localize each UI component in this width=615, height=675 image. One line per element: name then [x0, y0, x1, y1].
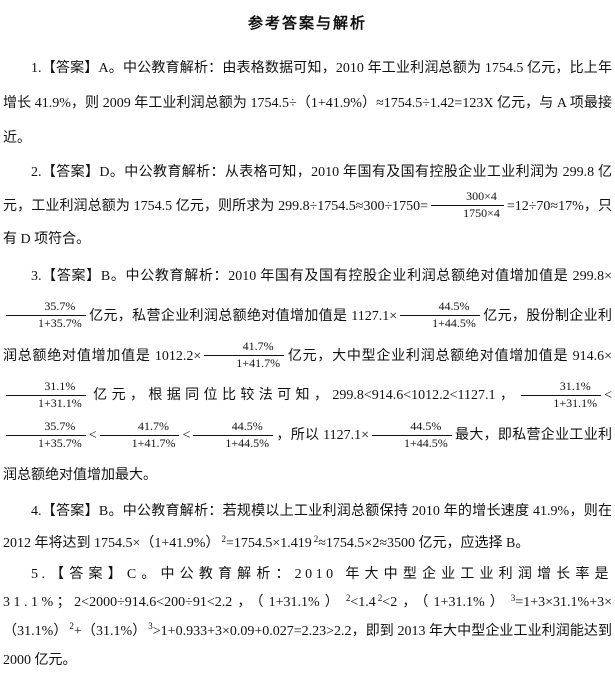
text-run: <2，（1+31.1%） — [382, 595, 509, 610]
text-run: <1.4 — [350, 595, 375, 610]
text-run: 亿元，大中型企业利润总额绝对值增加值是 914.6× — [287, 349, 612, 364]
fraction-numerator: 300×4 — [431, 189, 504, 206]
text-run: =1754.5×1.419 — [226, 536, 312, 551]
fraction-numerator: 41.7% — [100, 419, 180, 436]
fraction-denominator: 1+31.1% — [521, 396, 601, 412]
text-run: ≈1754.5×2≈3500 亿元，应选择 B。 — [318, 536, 529, 551]
answer-paragraph-5: 5.【答案】C。中公教育解析：2010 年大中型企业工业利润增长率是 31.1%… — [3, 561, 612, 675]
fraction-numerator: 35.7% — [6, 299, 86, 316]
fraction-numerator: 41.7% — [204, 339, 284, 356]
fraction-denominator: 1+44.5% — [372, 436, 452, 452]
fraction: 44.5%1+44.5% — [400, 299, 480, 331]
answer-paragraph-4: 4.【答案】B。中公教育解析：若规模以上工业利润总额保持 2010 年的增长速度… — [3, 496, 612, 560]
answer-paragraph-1: 1.【答案】A。中公教育解析：由表格数据可知，2010 年工业利润总额为 175… — [3, 51, 612, 156]
text-run: ，所以 1127.1× — [276, 428, 369, 443]
fraction: 35.7%1+35.7% — [6, 419, 86, 451]
text-run: 2<2000÷914.6<200÷91<2.2，（1+31.1%） — [74, 595, 344, 610]
fraction-numerator: 44.5% — [193, 419, 273, 436]
fraction: 41.7%1+41.7% — [100, 419, 180, 451]
fraction-numerator: 31.1% — [521, 379, 601, 396]
fraction: 35.7%1+35.7% — [6, 299, 86, 331]
fraction: 44.5%1+44.5% — [372, 419, 452, 451]
fraction-numerator: 35.7% — [6, 419, 86, 436]
text-run: 3.【答案】B。中公教育解析：2010 年国有及国有控股企业利润总额绝对值增加值… — [31, 269, 612, 284]
fraction: 44.5%1+44.5% — [193, 419, 273, 451]
fraction-denominator: 1+44.5% — [400, 316, 480, 332]
fraction-denominator: 1750×4 — [431, 206, 504, 222]
fraction-denominator: 1+41.7% — [204, 356, 284, 372]
text-run: 亿元，根据同位比较法可知，299.8<914.6<1012.2<1127.1， — [89, 388, 519, 403]
page-title: 参考答案与解析 — [3, 12, 612, 33]
answer-paragraph-2: 2.【答案】D。中公教育解析：从表格可知，2010 年国有及国有控股企业工业利润… — [3, 156, 612, 257]
answer-paragraph-3: 3.【答案】B。中公教育解析：2010 年国有及国有控股企业利润总额绝对值增加值… — [3, 257, 612, 496]
text-run: < — [89, 428, 97, 443]
text-run: +（31.1%） — [74, 624, 146, 639]
fraction-denominator: 1+41.7% — [100, 436, 180, 452]
fraction-denominator: 1+31.1% — [6, 396, 86, 412]
fraction: 31.1%1+31.1% — [6, 379, 86, 411]
fraction-denominator: 1+35.7% — [6, 436, 86, 452]
fraction-numerator: 44.5% — [372, 419, 452, 436]
text-run: < — [604, 388, 612, 403]
fraction-denominator: 1+35.7% — [6, 316, 86, 332]
fraction-numerator: 31.1% — [6, 379, 86, 396]
fraction: 31.1%1+31.1% — [521, 379, 601, 411]
fraction-denominator: 1+44.5% — [193, 436, 273, 452]
text-run: 1.【答案】A。中公教育解析：由表格数据可知，2010 年工业利润总额为 175… — [3, 61, 612, 146]
fraction: 41.7%1+41.7% — [204, 339, 284, 371]
text-run: 亿元，私营企业利润总额绝对值增加值是 1127.1× — [89, 309, 397, 324]
fraction-numerator: 44.5% — [400, 299, 480, 316]
text-run: < — [182, 428, 190, 443]
